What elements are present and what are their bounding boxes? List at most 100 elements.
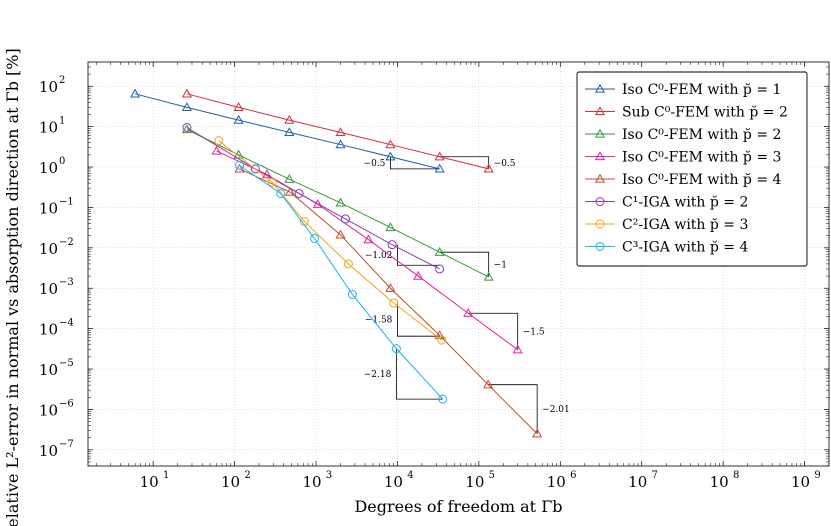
series-line: [218, 140, 443, 341]
x-tick-exponent: 7: [652, 470, 658, 481]
data-point: [512, 344, 523, 354]
legend-label: C¹-IGA with p̆ = 2: [622, 195, 748, 211]
slope-triangle: [439, 251, 490, 277]
data-point: [389, 298, 399, 308]
x-tick-exponent: 3: [326, 470, 332, 481]
series-group: [211, 145, 523, 354]
x-tick-label: 10: [140, 473, 159, 491]
y-tick-label: 10: [39, 442, 58, 460]
y-tick-label: 10: [39, 78, 58, 96]
data-point: [363, 234, 374, 244]
x-tick-label: 10: [384, 473, 403, 491]
data-point: [335, 127, 346, 137]
slope-triangle: [395, 348, 443, 400]
data-point: [284, 127, 295, 137]
legend: Iso C⁰-FEM with p̆ = 1 Sub C⁰-FEM with p̆…: [576, 71, 808, 267]
x-tick-exponent: 8: [733, 470, 739, 481]
x-tick-exponent: 1: [163, 470, 169, 481]
data-point: [181, 102, 192, 112]
data-point: [532, 428, 543, 438]
data-point: [276, 189, 286, 199]
data-point: [483, 271, 494, 281]
y-tick-exponent: −5: [59, 358, 74, 369]
data-point: [250, 164, 260, 174]
slope-triangle: [390, 156, 440, 170]
slope-triangle: [397, 244, 440, 266]
series-line: [186, 93, 489, 170]
data-point: [130, 88, 141, 98]
y-tick-exponent: −2: [59, 237, 74, 248]
data-point: [385, 222, 396, 232]
slope-label: −2.18: [364, 370, 392, 380]
legend-entry: Iso C⁰-FEM with p̆ = 4: [585, 172, 782, 188]
x-tick-label: 10: [302, 473, 321, 491]
legend-entry: C²-IGA with p̆ = 3: [585, 217, 748, 233]
data-point: [594, 151, 606, 161]
y-axis-label: Relative L²-error in normal vs absorptio…: [3, 48, 22, 526]
series-group: [181, 124, 494, 281]
data-point: [284, 173, 295, 183]
data-point: [387, 240, 397, 250]
slope-label: −1.58: [365, 315, 393, 325]
data-point: [594, 128, 606, 138]
data-point: [594, 173, 606, 183]
data-point: [434, 163, 445, 173]
data-point: [463, 308, 474, 317]
legend-entry: Iso C⁰-FEM with p̆ = 2: [585, 127, 781, 143]
data-point: [211, 145, 222, 155]
y-tick-label: 10: [39, 159, 58, 177]
y-tick-exponent: −3: [59, 277, 74, 288]
data-point: [267, 177, 277, 187]
y-tick-exponent: −1: [59, 196, 74, 207]
legend-label: Iso C⁰-FEM with p̆ = 4: [622, 172, 782, 188]
data-point: [434, 246, 445, 256]
legend-entry: C¹-IGA with p̆ = 2: [585, 195, 748, 211]
legend-label: C³-IGA with p̆ = 4: [622, 240, 748, 256]
data-point: [284, 186, 296, 196]
x-tick-exponent: 5: [489, 470, 495, 481]
y-tick-exponent: −4: [59, 318, 74, 329]
x-tick-exponent: 4: [407, 470, 413, 481]
data-point: [181, 88, 192, 98]
data-point: [335, 139, 346, 149]
x-tick-exponent: 9: [814, 470, 820, 481]
y-tick-label: 10: [39, 280, 58, 298]
data-point: [312, 199, 323, 208]
legend-label: Iso C⁰-FEM with p̆ = 2: [622, 127, 781, 143]
data-point: [343, 259, 353, 269]
slope-label: −2.01: [542, 405, 570, 415]
legend-entry: Sub C⁰-FEM with p̆ = 2: [585, 105, 788, 121]
slope-triangle: [397, 302, 440, 337]
data-point: [182, 123, 192, 133]
y-tick-exponent: 0: [59, 156, 65, 167]
legend-box: [576, 71, 808, 267]
axis-ticks: 10 1 10 2 10 3 10 4 10 5 10 6 10 7 10 8 10 910 −710 −610 −51…: [39, 62, 829, 491]
slope-triangle: [468, 312, 519, 350]
legend-label: C²-IGA with p̆ = 3: [622, 217, 748, 233]
data-point: [294, 189, 304, 199]
data-point: [335, 229, 346, 239]
x-tick-label: 10: [628, 473, 647, 491]
data-point: [391, 344, 401, 354]
series-group: [234, 163, 543, 438]
x-tick-exponent: 2: [244, 470, 250, 481]
series-line: [186, 129, 489, 278]
data-point: [483, 163, 494, 173]
series-group: [214, 136, 447, 345]
series-group: [130, 88, 445, 173]
data-point: [385, 151, 396, 161]
y-tick-exponent: −7: [59, 439, 74, 450]
data-point: [594, 106, 606, 116]
legend-entry: Iso C⁰-FEM with p̆ = 1: [585, 82, 781, 98]
data-point: [234, 163, 245, 173]
slope-triangles: −0.5 −0.5 −1.02 −1 −1.5 −1.58 −2.01 −2.18: [364, 156, 570, 434]
data-point: [347, 289, 357, 299]
data-point: [435, 264, 445, 274]
y-tick-label: 10: [39, 119, 58, 137]
data-point: [310, 234, 320, 244]
data-point: [438, 394, 448, 404]
data-point: [385, 283, 396, 292]
data-point: [233, 102, 244, 112]
